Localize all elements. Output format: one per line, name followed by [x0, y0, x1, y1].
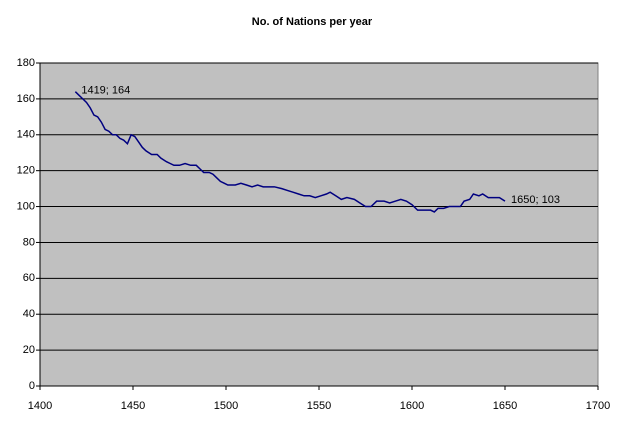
plot-area	[39, 62, 599, 387]
x-tick-label: 1600	[400, 400, 424, 412]
x-tick-label: 1700	[586, 400, 610, 412]
chart-title: No. of Nations per year	[252, 16, 373, 28]
x-tick-label: 1450	[121, 400, 145, 412]
y-tick-label: 100	[17, 200, 35, 212]
x-tick-label: 1550	[307, 400, 331, 412]
y-tick-label: 40	[23, 308, 35, 320]
x-tick-label: 1500	[214, 400, 238, 412]
x-tick-label: 1400	[28, 400, 52, 412]
x-tick-label: 1650	[493, 400, 517, 412]
y-tick-label: 160	[17, 93, 35, 105]
y-tick-label: 140	[17, 129, 35, 141]
data-label: 1419; 164	[81, 85, 130, 97]
y-tick-label: 120	[17, 165, 35, 177]
y-tick-label: 80	[23, 236, 35, 248]
data-label: 1650; 103	[511, 194, 560, 206]
y-tick-label: 0	[29, 380, 35, 392]
y-tick-label: 20	[23, 344, 35, 356]
y-tick-label: 60	[23, 272, 35, 284]
data-line	[74, 91, 506, 213]
y-tick-label: 180	[17, 57, 35, 69]
